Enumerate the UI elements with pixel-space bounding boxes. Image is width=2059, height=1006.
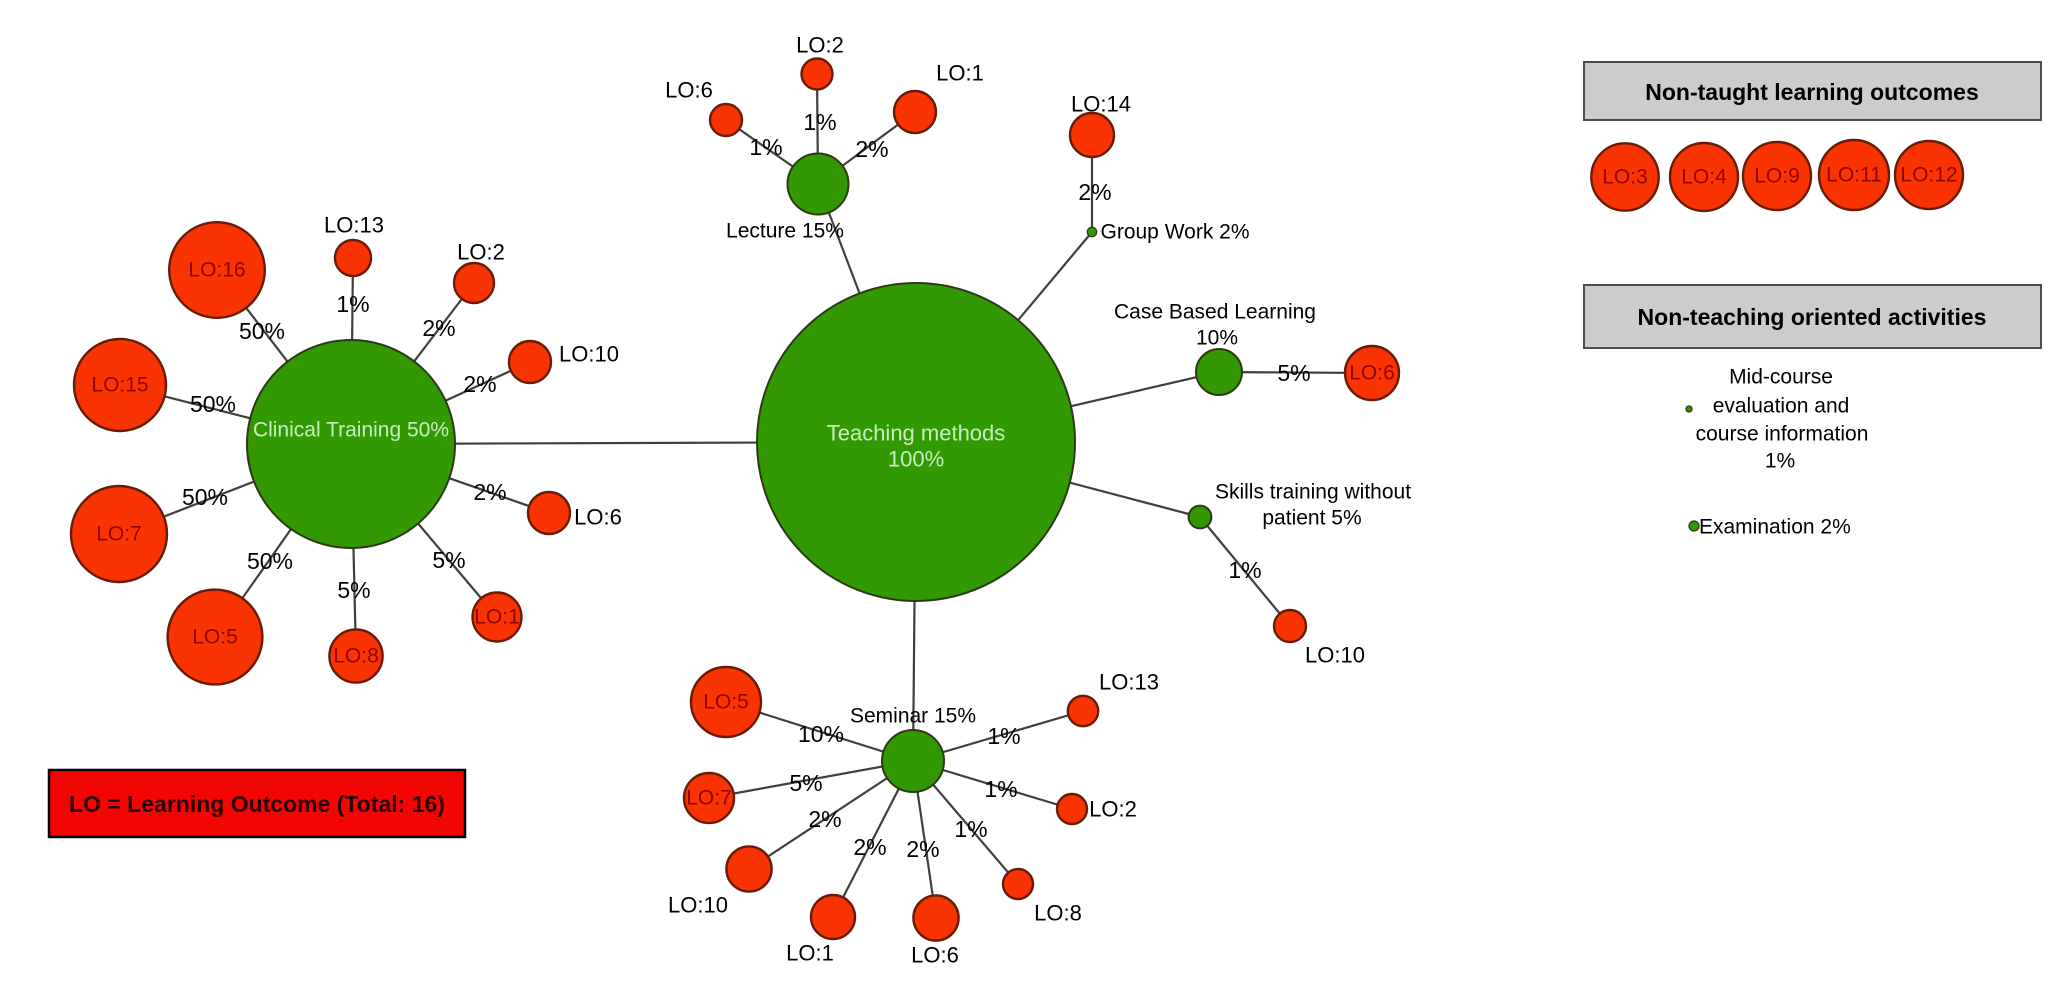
svg-text:1%: 1% (803, 109, 836, 135)
svg-text:LO:12: LO:12 (1900, 164, 1957, 187)
svg-text:2%: 2% (855, 136, 888, 162)
svg-text:5%: 5% (1277, 360, 1310, 386)
svg-text:LO:1: LO:1 (786, 941, 834, 966)
svg-text:LO:4: LO:4 (1681, 166, 1727, 189)
svg-text:LO:2: LO:2 (796, 33, 844, 58)
svg-text:LO:10: LO:10 (1305, 643, 1365, 668)
svg-text:50%: 50% (182, 484, 228, 510)
svg-text:LO:6: LO:6 (665, 78, 713, 103)
svg-text:Case Based Learning: Case Based Learning (1114, 301, 1316, 324)
svg-text:Teaching methods: Teaching methods (827, 421, 1006, 446)
svg-text:1%: 1% (984, 776, 1017, 802)
svg-text:2%: 2% (853, 834, 886, 860)
svg-text:LO:13: LO:13 (1099, 670, 1159, 695)
svg-text:LO:7: LO:7 (96, 523, 142, 546)
svg-text:5%: 5% (432, 547, 465, 573)
svg-text:100%: 100% (888, 447, 944, 472)
svg-text:Non-taught learning outcomes: Non-taught learning outcomes (1645, 79, 1979, 105)
svg-text:1%: 1% (1765, 450, 1795, 473)
svg-text:LO:5: LO:5 (703, 691, 749, 714)
svg-text:LO:1: LO:1 (936, 61, 984, 86)
svg-text:LO:15: LO:15 (91, 374, 148, 397)
svg-text:2%: 2% (473, 479, 506, 505)
svg-text:LO:7: LO:7 (686, 787, 732, 810)
svg-text:LO:14: LO:14 (1071, 92, 1131, 117)
svg-text:1%: 1% (1228, 557, 1261, 583)
svg-text:50%: 50% (247, 548, 293, 574)
svg-text:2%: 2% (808, 806, 841, 832)
svg-text:LO:8: LO:8 (333, 645, 379, 668)
svg-text:LO:2: LO:2 (457, 240, 505, 265)
svg-text:Clinical Training 50%: Clinical Training 50% (253, 419, 449, 442)
svg-text:10%: 10% (1196, 327, 1238, 350)
svg-text:patient 5%: patient 5% (1262, 507, 1361, 530)
svg-text:LO:2: LO:2 (1089, 797, 1137, 822)
svg-text:LO:6: LO:6 (1349, 362, 1395, 385)
svg-text:Examination 2%: Examination 2% (1699, 516, 1851, 539)
svg-text:1%: 1% (954, 816, 987, 842)
svg-text:1%: 1% (336, 291, 369, 317)
svg-text:Seminar 15%: Seminar 15% (850, 705, 976, 728)
svg-text:5%: 5% (789, 770, 822, 796)
svg-text:LO = Learning Outcome (Total:: LO = Learning Outcome (Total: 16) (69, 791, 445, 817)
svg-text:LO:6: LO:6 (574, 505, 622, 530)
svg-text:Lecture 15%: Lecture 15% (726, 220, 844, 243)
svg-text:LO:10: LO:10 (668, 893, 728, 918)
svg-text:LO:9: LO:9 (1754, 165, 1800, 188)
svg-text:LO:8: LO:8 (1034, 901, 1082, 926)
svg-text:LO:6: LO:6 (911, 943, 959, 968)
svg-text:2%: 2% (422, 315, 455, 341)
svg-text:1%: 1% (749, 134, 782, 160)
svg-text:LO:1: LO:1 (474, 606, 520, 629)
svg-text:LO:10: LO:10 (559, 342, 619, 367)
svg-text:course information: course information (1696, 423, 1869, 446)
svg-text:10%: 10% (798, 721, 844, 747)
svg-text:LO:13: LO:13 (324, 213, 384, 238)
svg-text:50%: 50% (239, 318, 285, 344)
svg-text:50%: 50% (190, 391, 236, 417)
svg-text:5%: 5% (337, 577, 370, 603)
svg-text:1%: 1% (987, 723, 1020, 749)
svg-text:LO:5: LO:5 (192, 626, 238, 649)
svg-text:Mid-course: Mid-course (1729, 366, 1833, 389)
svg-text:LO:16: LO:16 (188, 259, 245, 282)
svg-text:2%: 2% (906, 836, 939, 862)
svg-text:LO:3: LO:3 (1602, 166, 1648, 189)
svg-text:Non-teaching oriented activiti: Non-teaching oriented activities (1638, 304, 1987, 330)
svg-text:2%: 2% (463, 371, 496, 397)
svg-text:evaluation and: evaluation and (1713, 395, 1850, 418)
svg-text:Skills training without: Skills training without (1215, 481, 1411, 504)
svg-text:Group Work 2%: Group Work 2% (1101, 221, 1250, 244)
svg-text:2%: 2% (1078, 179, 1111, 205)
svg-text:LO:11: LO:11 (1826, 164, 1882, 187)
